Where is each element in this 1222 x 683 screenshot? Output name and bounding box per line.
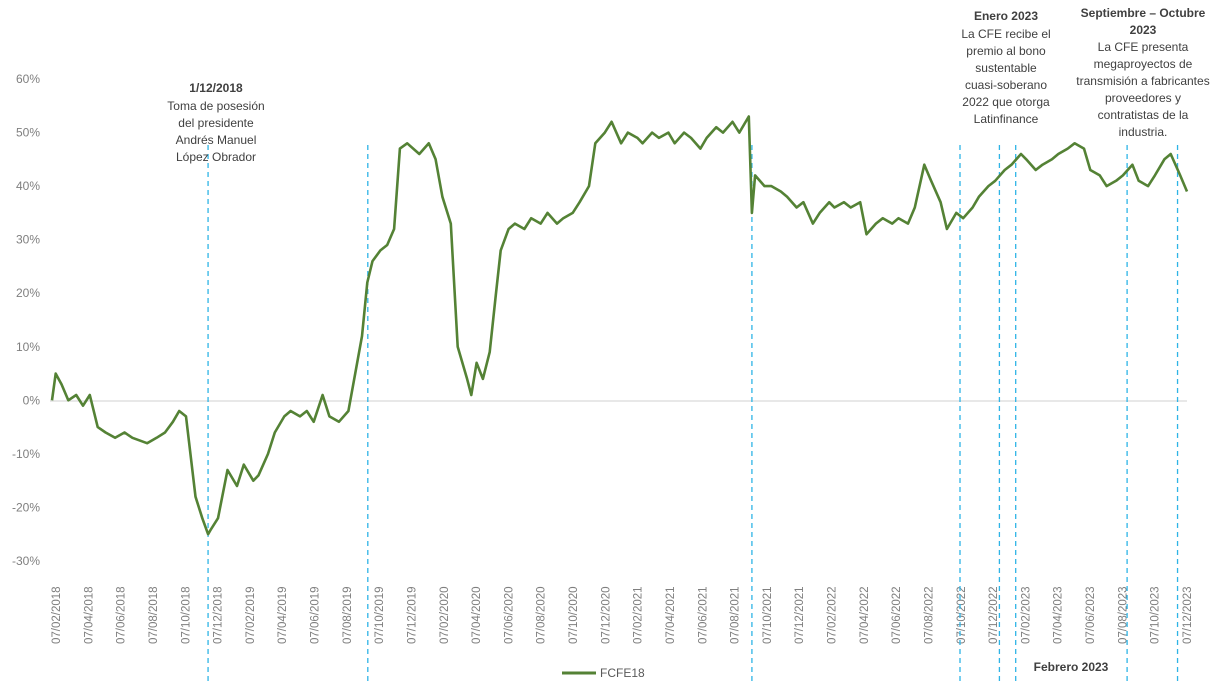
x-tick-label: 07/10/2022 bbox=[956, 586, 968, 644]
annotation-amlo: 1/12/2018 Toma de posesión del president… bbox=[167, 81, 264, 164]
y-tick-label: 0% bbox=[23, 393, 41, 407]
annotation-enero-2023-line-6: Latinfinance bbox=[974, 112, 1039, 126]
x-tick-label: 07/04/2021 bbox=[665, 586, 677, 644]
x-tick-label: 07/06/2022 bbox=[891, 586, 903, 644]
x-tick-label: 07/10/2018 bbox=[180, 586, 192, 644]
x-tick-label: 07/02/2019 bbox=[245, 586, 257, 644]
annotation-sept-oct-2023-line-5: contratistas de la bbox=[1098, 108, 1189, 122]
x-tick-label: 07/02/2020 bbox=[439, 586, 451, 644]
annotation-enero-2023-line-4: cuasi-soberano bbox=[965, 78, 1047, 92]
x-tick-label: 07/10/2023 bbox=[1150, 586, 1162, 644]
annotation-amlo-line-2: del presidente bbox=[178, 116, 254, 130]
y-tick-label: 60% bbox=[16, 72, 40, 86]
x-tick-label: 07/06/2019 bbox=[310, 586, 322, 644]
series-line-fcfe18 bbox=[50, 115, 1189, 536]
x-tick-label: 07/04/2019 bbox=[277, 586, 289, 644]
x-tick-label: 07/12/2020 bbox=[600, 586, 612, 644]
x-tick-label: 07/08/2021 bbox=[730, 586, 742, 644]
annotation-sept-oct-2023-line-6: industria. bbox=[1119, 125, 1168, 139]
x-tick-label: 07/06/2021 bbox=[697, 586, 709, 644]
x-tick-label: 07/08/2020 bbox=[536, 586, 548, 644]
y-tick-label: -30% bbox=[12, 554, 40, 568]
annotation-enero-2023-line-5: 2022 que otorga bbox=[962, 95, 1050, 109]
y-tick-label: 50% bbox=[16, 126, 40, 140]
legend: FCFE18 bbox=[562, 666, 645, 680]
x-tick-label: 07/04/2018 bbox=[83, 586, 95, 644]
x-tick-label: 07/08/2019 bbox=[342, 586, 354, 644]
annotation-sept-oct-2023: Septiembre – Octubre 2023 La CFE present… bbox=[1076, 6, 1209, 139]
x-tick-label: 07/02/2018 bbox=[51, 586, 63, 644]
y-tick-label: -20% bbox=[12, 500, 40, 514]
y-tick-label: 20% bbox=[16, 286, 40, 300]
series-group bbox=[50, 115, 1189, 536]
x-tick-label: 07/10/2020 bbox=[568, 586, 580, 644]
x-tick-label: 07/08/2018 bbox=[148, 586, 160, 644]
x-tick-label: 07/12/2018 bbox=[213, 586, 225, 644]
x-tick-label: 07/12/2019 bbox=[406, 586, 418, 644]
annotation-amlo-line-3: Andrés Manuel bbox=[176, 133, 257, 147]
annotation-sept-oct-2023-line-3: transmisión a fabricantes bbox=[1076, 74, 1209, 88]
annotation-sept-oct-2023-title: Septiembre – Octubre bbox=[1081, 6, 1206, 20]
x-tick-label: 07/12/2022 bbox=[988, 586, 1000, 644]
annotation-amlo-line-4: López Obrador bbox=[176, 150, 256, 164]
x-tick-label: 07/02/2023 bbox=[1020, 586, 1032, 644]
x-tick-label: 07/06/2018 bbox=[116, 586, 128, 644]
x-tick-label: 07/08/2022 bbox=[923, 586, 935, 644]
x-tick-label: 07/02/2021 bbox=[633, 586, 645, 644]
annotation-enero-2023-line-2: premio al bono bbox=[966, 44, 1046, 58]
y-tick-label: -10% bbox=[12, 447, 40, 461]
x-tick-label: 07/04/2023 bbox=[1053, 586, 1065, 644]
annotation-sept-oct-2023-line-4: proveedores y bbox=[1105, 91, 1181, 105]
annotation-enero-2023-line-1: La CFE recibe el bbox=[961, 27, 1050, 41]
y-axis: 60% 50% 40% 30% 20% 10% 0% -10% -20% -30% bbox=[12, 72, 40, 568]
x-tick-label: 07/02/2022 bbox=[827, 586, 839, 644]
y-tick-label: 30% bbox=[16, 233, 40, 247]
y-tick-label: 40% bbox=[16, 179, 40, 193]
annotation-enero-2023: Enero 2023 La CFE recibe el premio al bo… bbox=[961, 9, 1050, 126]
annotation-sept-oct-2023-line-2: megaproyectos de bbox=[1094, 57, 1193, 71]
x-tick-label: 07/06/2023 bbox=[1085, 586, 1097, 644]
annotation-sept-oct-2023-year: 2023 bbox=[1130, 23, 1157, 37]
x-tick-label: 07/10/2021 bbox=[762, 586, 774, 644]
x-tick-label: 07/06/2020 bbox=[503, 586, 515, 644]
y-tick-label: 10% bbox=[16, 340, 40, 354]
annotation-febrero-2023-title: Febrero 2023 bbox=[1034, 660, 1109, 674]
annotation-enero-2023-title: Enero 2023 bbox=[974, 9, 1038, 23]
x-tick-label: 07/12/2023 bbox=[1182, 586, 1194, 644]
x-tick-label: 07/10/2019 bbox=[374, 586, 386, 644]
annotation-amlo-line-1: Toma de posesión bbox=[167, 99, 264, 113]
annotation-amlo-title: 1/12/2018 bbox=[189, 81, 243, 95]
annotation-sept-oct-2023-line-1: La CFE presenta bbox=[1098, 40, 1189, 54]
x-tick-label: 07/12/2021 bbox=[794, 586, 806, 644]
x-tick-label: 07/04/2020 bbox=[471, 586, 483, 644]
x-tick-label: 07/04/2022 bbox=[859, 586, 871, 644]
legend-label-fcfe18: FCFE18 bbox=[600, 666, 645, 680]
x-axis: 07/02/2018 07/04/2018 07/06/2018 07/08/2018… bbox=[51, 586, 1194, 644]
annotation-enero-2023-line-3: sustentable bbox=[975, 61, 1037, 75]
x-tick-label: 07/08/2023 bbox=[1117, 586, 1129, 644]
